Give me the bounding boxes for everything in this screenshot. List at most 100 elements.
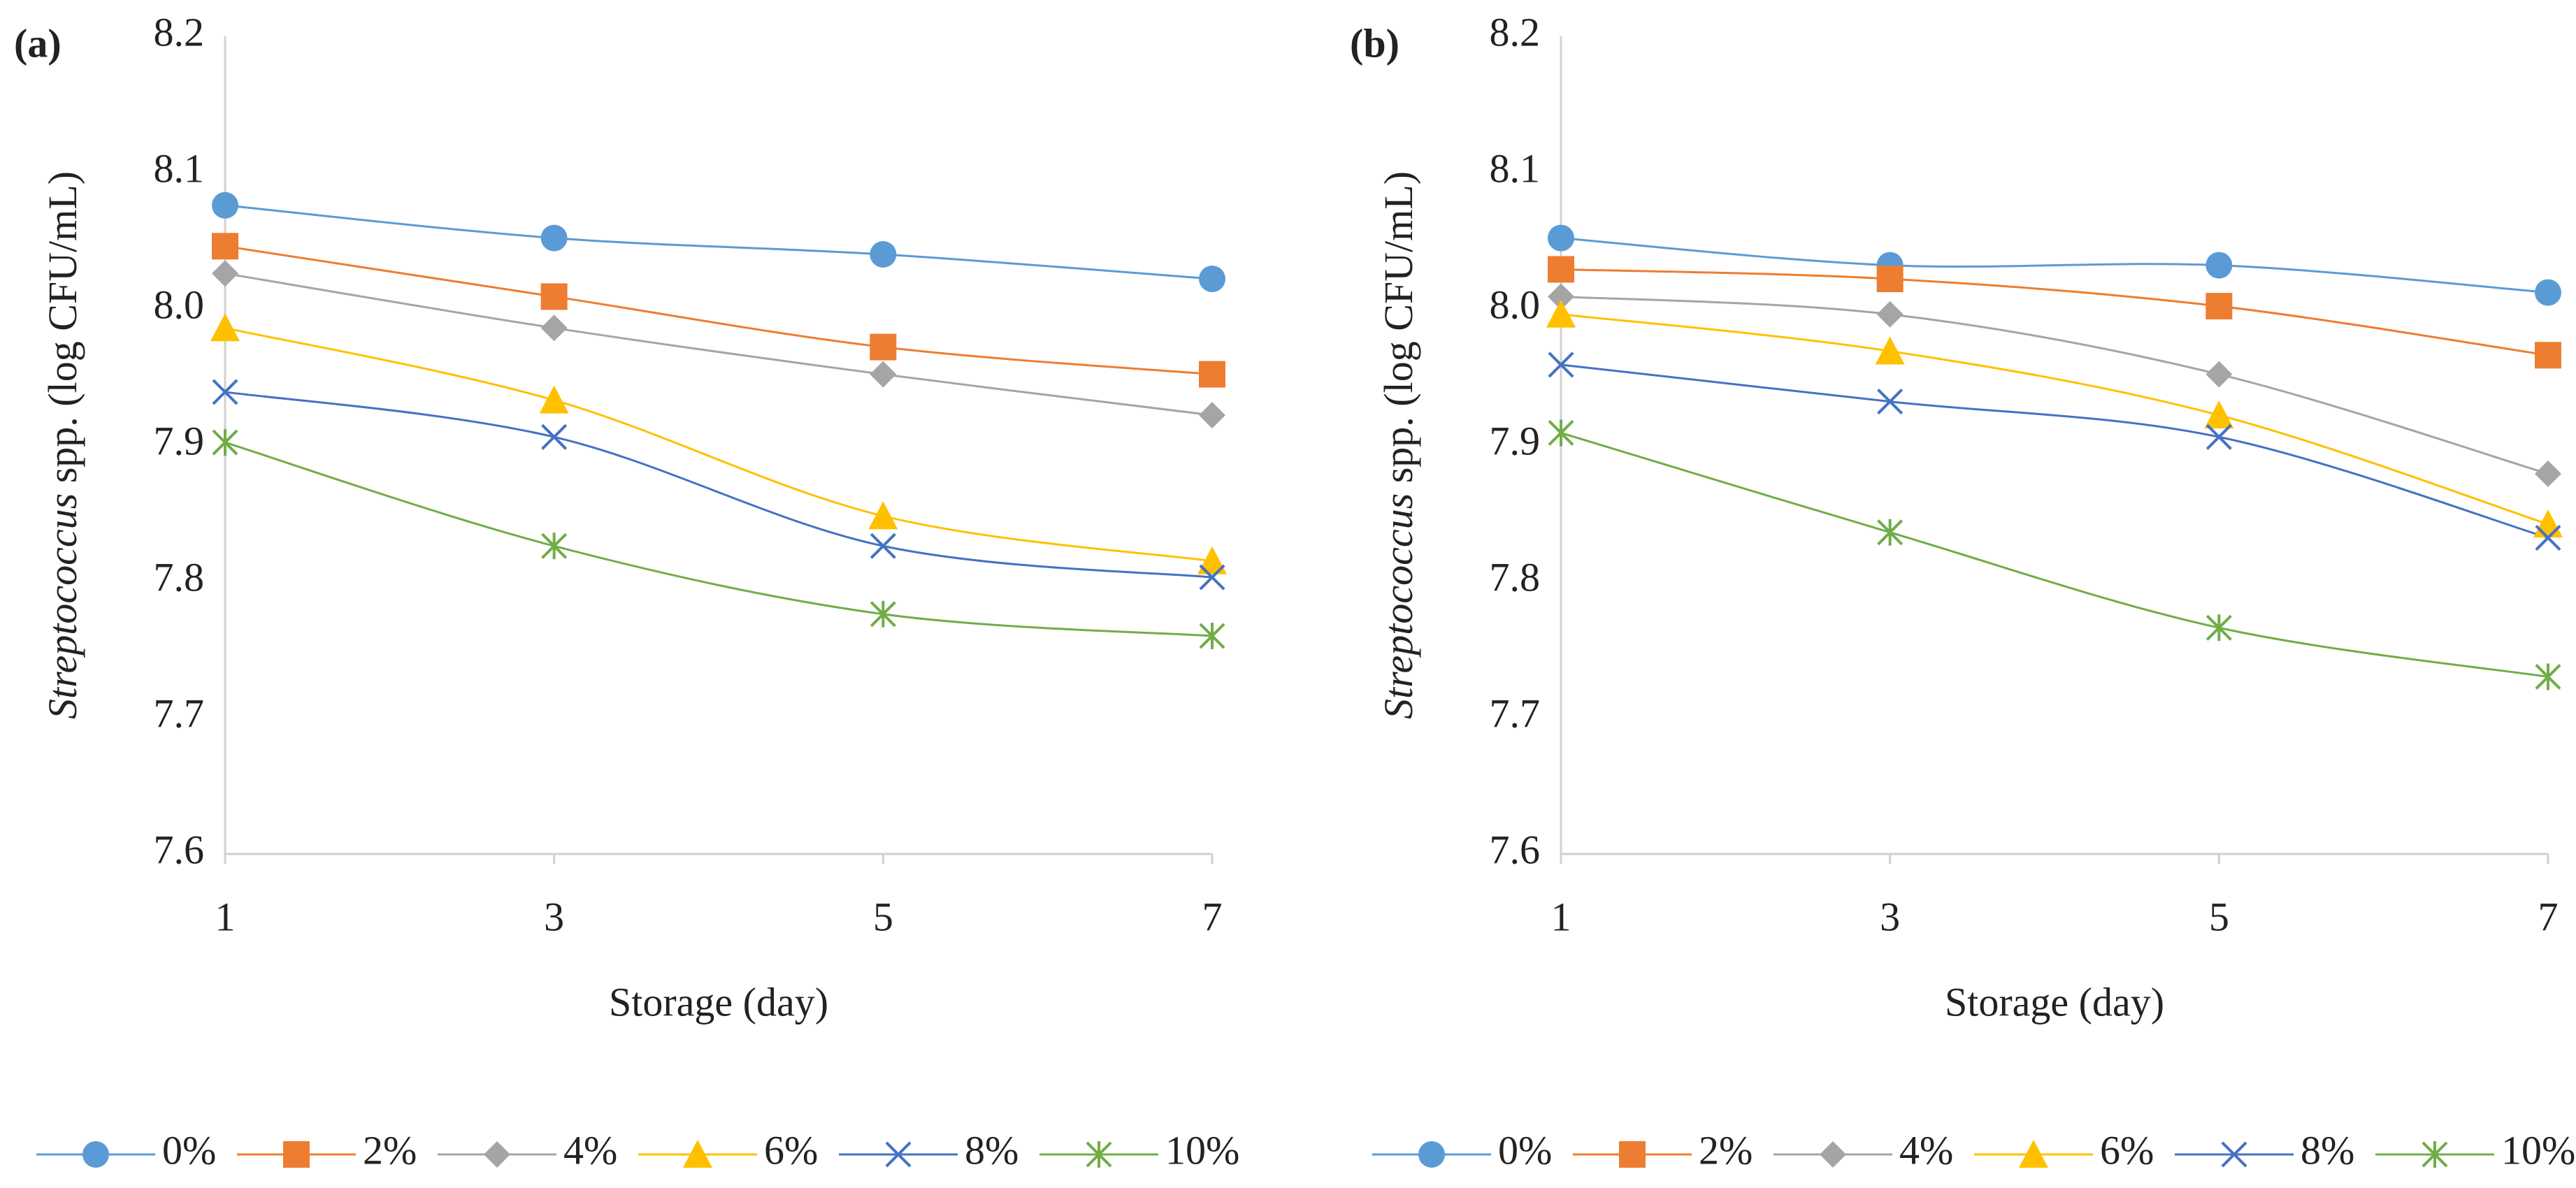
marker — [212, 191, 238, 219]
y-tick-label: 8.1 — [1490, 145, 1541, 191]
series-line — [1560, 295, 2549, 475]
marker — [1877, 389, 1904, 415]
legend-label: 8% — [965, 1127, 1019, 1173]
marker — [2533, 509, 2563, 538]
marker — [1619, 1141, 1646, 1168]
marker — [870, 241, 897, 268]
y-axis-label: Streptococcus spp. (log CFU/mL) — [1376, 171, 1421, 719]
marker — [210, 313, 240, 342]
marker — [1548, 352, 1574, 378]
marker — [1876, 300, 1904, 328]
y-tick-label: 7.9 — [1490, 418, 1541, 463]
marker — [2221, 1141, 2247, 1168]
y-axis-label-italic: Streptococcus — [40, 493, 85, 719]
marker — [541, 423, 568, 450]
chart: (a) 7.6 7.7 7.8 7.9 8.0 8.1 8.2 1 3 5 7 Storage (day… — [14, 9, 1239, 1173]
x-tick-label: 1 — [215, 894, 236, 939]
x-tick-label: 5 — [873, 894, 893, 939]
x-axis-label: Storage (day) — [1945, 979, 2164, 1024]
series-line — [224, 204, 1213, 280]
marker — [2535, 663, 2561, 690]
marker — [1548, 224, 1574, 252]
marker — [683, 1140, 712, 1168]
x-tick-label: 1 — [1551, 894, 1571, 939]
legend-label: 0% — [1498, 1127, 1552, 1173]
legend-label: 2% — [1699, 1127, 1753, 1173]
marker — [868, 501, 898, 530]
y-axis-label-rest: spp. (log CFU/mL) — [40, 171, 85, 483]
chart: (b) 7.6 7.7 7.8 7.9 8.0 8.1 8.2 1 3 5 7 Storage (day… — [1350, 9, 2575, 1173]
y-tick-label: 8.1 — [154, 145, 205, 191]
marker — [2535, 460, 2561, 487]
legend-label: 4% — [563, 1127, 617, 1173]
marker — [1199, 623, 1225, 649]
marker — [2422, 1141, 2448, 1168]
legend-label: 4% — [1899, 1127, 1953, 1173]
y-tick-label: 7.6 — [154, 827, 205, 872]
y-tick-label: 7.7 — [154, 690, 205, 736]
y-axis-label-italic: Streptococcus — [1376, 493, 1421, 719]
marker — [1876, 266, 1904, 293]
series-line — [1560, 268, 2549, 356]
marker — [1548, 419, 1574, 447]
series-line — [1560, 313, 2549, 526]
y-tick-label: 7.8 — [154, 554, 205, 600]
marker — [2019, 1140, 2048, 1168]
series-line — [1560, 432, 2549, 678]
x-tick-label: 5 — [2209, 894, 2229, 939]
marker — [1199, 266, 1225, 293]
series-line — [1560, 363, 2549, 539]
marker — [870, 361, 897, 388]
series-line — [224, 326, 1213, 563]
marker — [1418, 1141, 1445, 1168]
y-axis-label-rest: spp. (log CFU/mL) — [1376, 171, 1421, 483]
marker — [2206, 252, 2233, 279]
marker — [870, 600, 896, 628]
marker — [1875, 336, 1905, 365]
y-tick-label: 8.0 — [1490, 282, 1541, 327]
marker — [212, 429, 238, 456]
marker — [212, 379, 238, 405]
series-line — [224, 272, 1213, 416]
legend-label: 6% — [764, 1127, 818, 1173]
y-tick-label: 8.2 — [1490, 9, 1541, 55]
x-axis-label: Storage (day) — [609, 979, 828, 1024]
marker — [1548, 256, 1574, 283]
panel-label: (a) — [14, 20, 62, 66]
x-tick-label: 7 — [2538, 894, 2559, 939]
marker — [283, 1141, 310, 1168]
y-tick-label: 8.0 — [154, 282, 205, 327]
marker — [212, 260, 238, 287]
series-line — [1560, 237, 2549, 294]
marker — [2206, 423, 2232, 450]
marker — [2206, 614, 2232, 642]
marker — [2535, 525, 2561, 551]
marker — [540, 314, 568, 342]
x-tick-label: 3 — [1880, 894, 1900, 939]
marker — [540, 283, 568, 310]
marker — [870, 533, 896, 559]
marker — [1199, 402, 1225, 429]
marker — [1548, 283, 1574, 310]
y-tick-label: 7.8 — [1490, 554, 1541, 600]
marker — [212, 233, 238, 260]
x-tick-label: 7 — [1202, 894, 1223, 939]
marker — [1820, 1141, 1846, 1168]
y-tick-label: 8.2 — [154, 9, 205, 55]
y-tick-label: 7.7 — [1490, 690, 1541, 736]
marker — [2535, 342, 2561, 369]
marker — [541, 533, 568, 560]
legend-label: 2% — [363, 1127, 417, 1173]
y-axis-label: Streptococcus spp. (log CFU/mL) — [40, 171, 85, 719]
marker — [2206, 293, 2233, 320]
marker — [1197, 546, 1227, 574]
marker — [82, 1141, 109, 1168]
marker — [870, 333, 897, 361]
marker — [885, 1141, 912, 1168]
legend-label: 10% — [1165, 1127, 1239, 1173]
marker — [539, 385, 569, 414]
marker — [2206, 361, 2233, 388]
legend-label: 8% — [2301, 1127, 2354, 1173]
x-tick-label: 3 — [544, 894, 564, 939]
